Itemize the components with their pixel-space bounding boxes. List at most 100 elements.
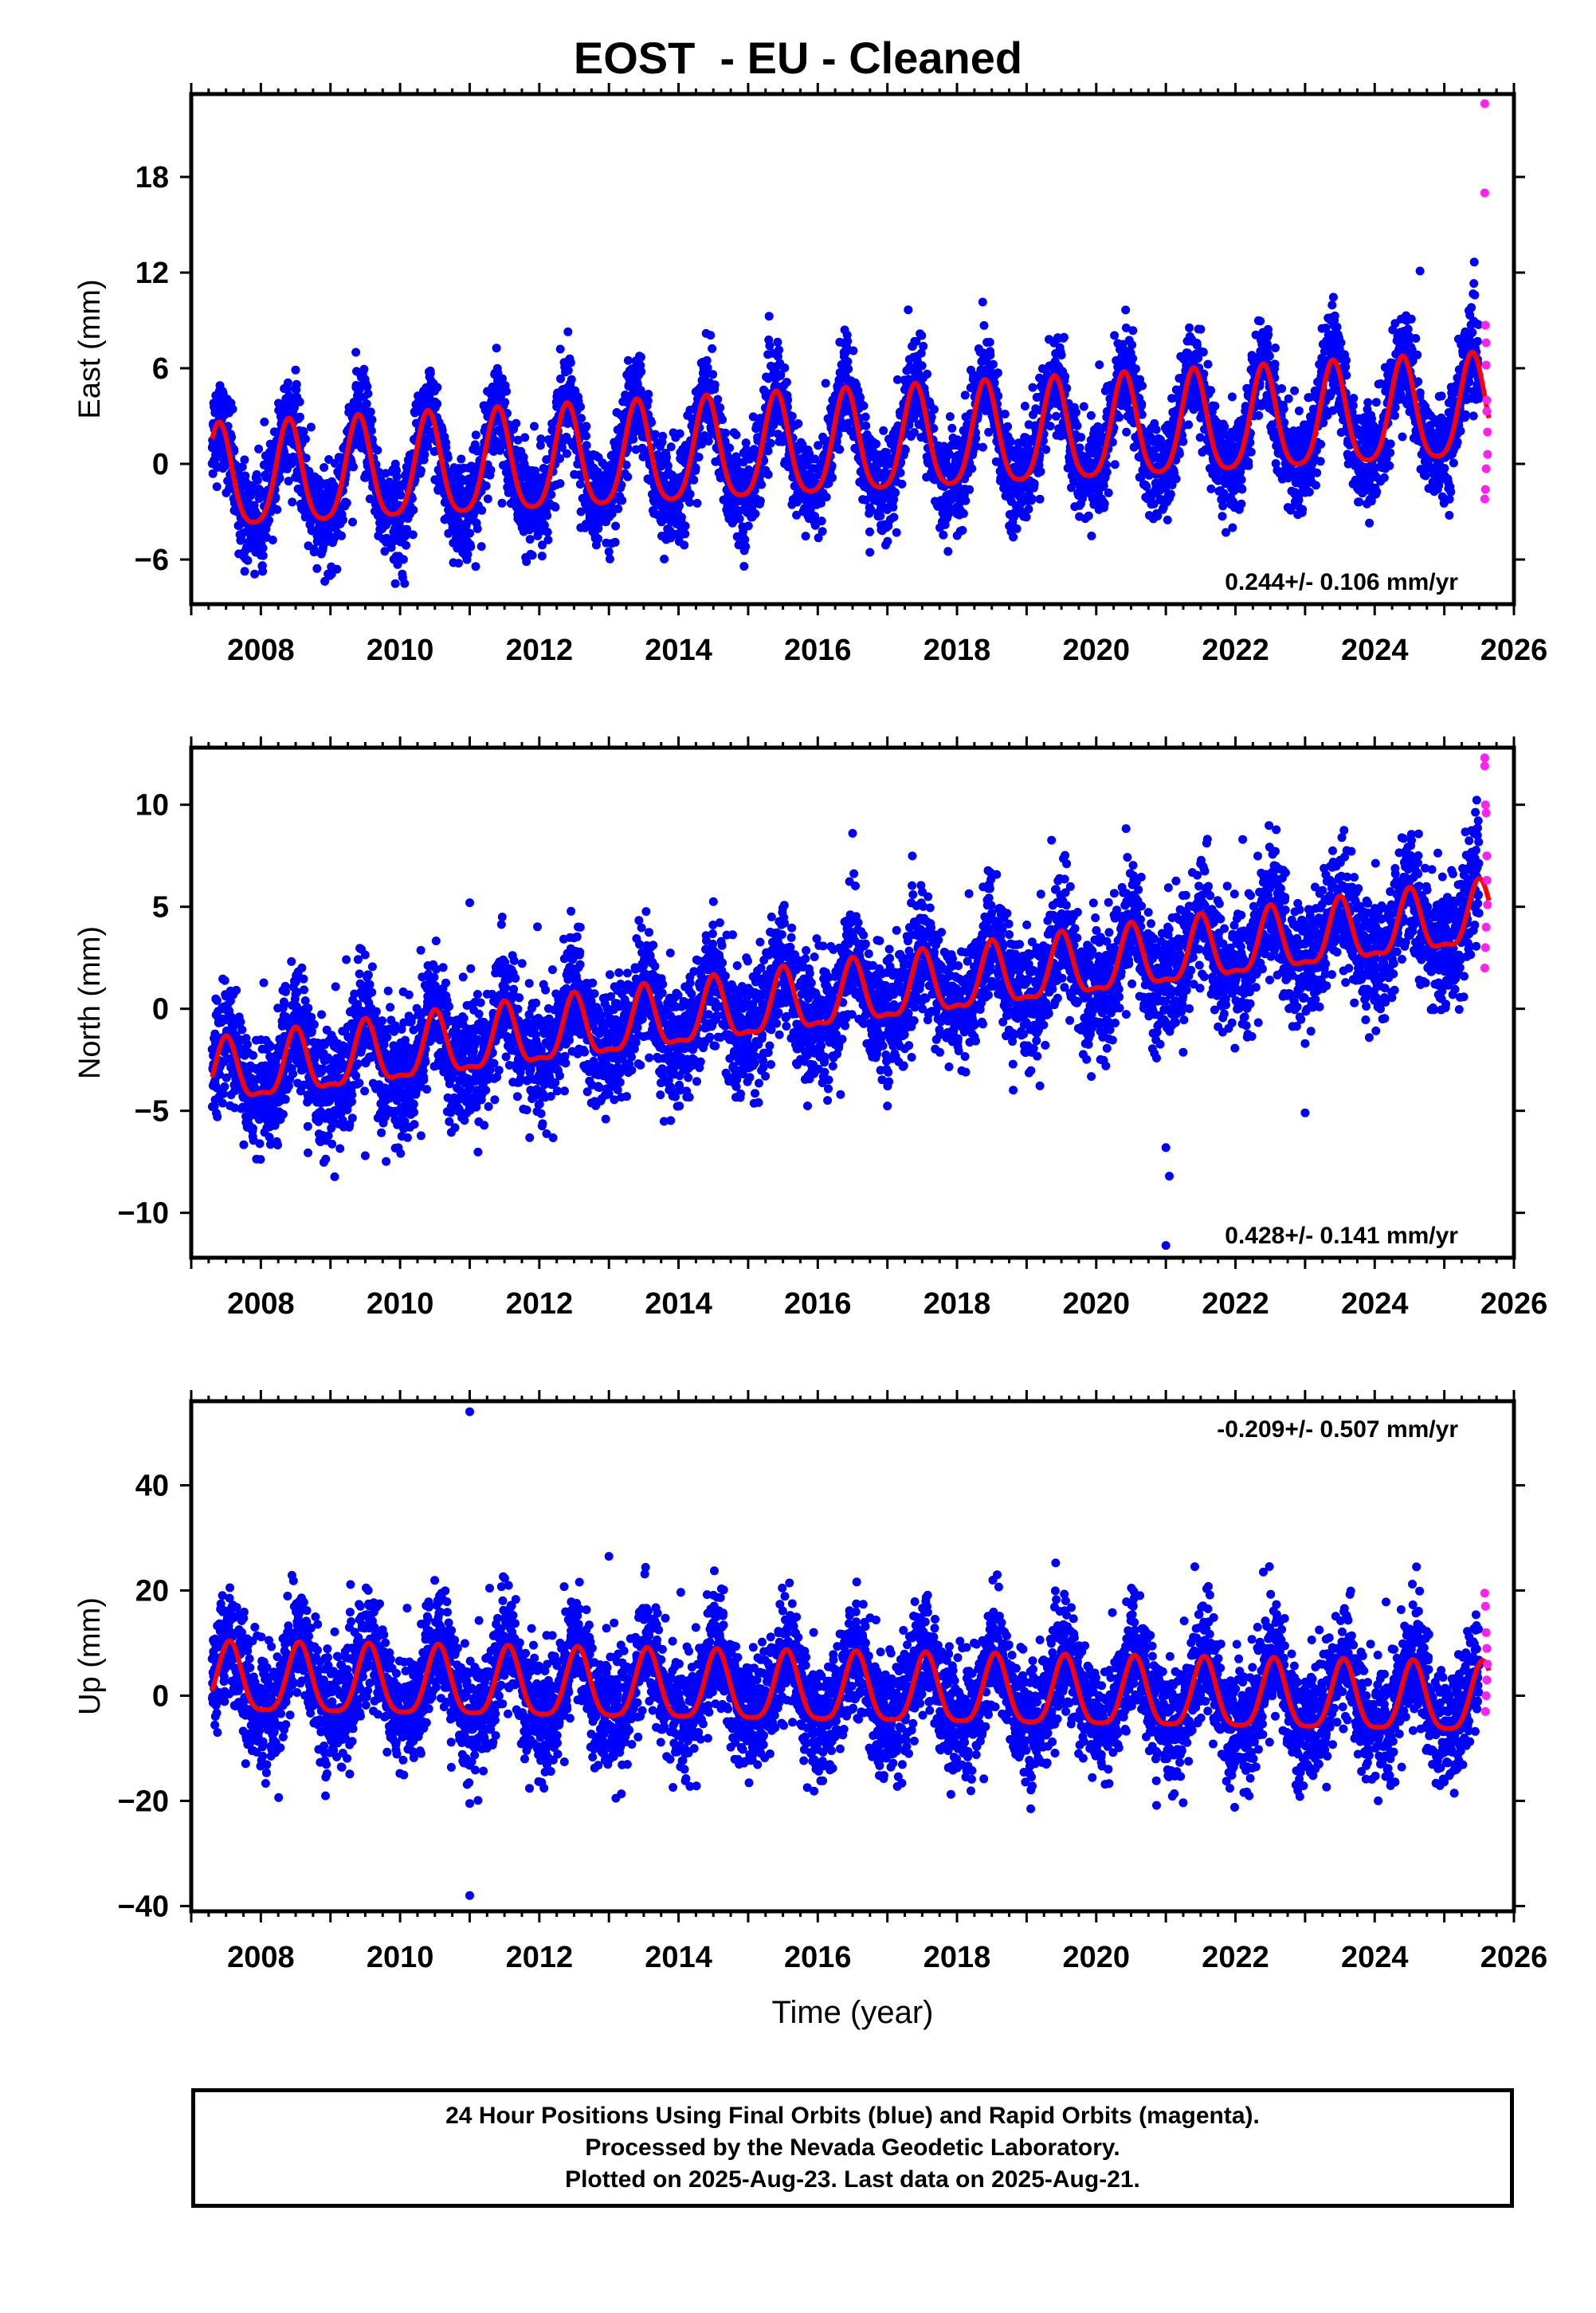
data-point	[865, 548, 875, 557]
data-point	[1166, 489, 1175, 499]
data-point	[228, 404, 237, 414]
data-point	[704, 437, 713, 446]
data-point	[787, 411, 797, 421]
data-point	[917, 361, 927, 371]
data-point	[481, 481, 491, 491]
data-point	[1024, 505, 1033, 514]
data-point	[332, 564, 342, 574]
data-point	[650, 430, 660, 439]
data-point	[320, 463, 329, 472]
data-point	[555, 454, 564, 463]
data-point	[945, 412, 955, 422]
data-point	[454, 559, 463, 568]
data-point	[835, 445, 845, 454]
data-point	[408, 530, 418, 540]
data-point	[1198, 348, 1208, 357]
data-point	[260, 417, 269, 426]
data-point	[402, 540, 410, 550]
data-point	[611, 521, 621, 531]
data-point	[1072, 407, 1080, 417]
data-point	[271, 493, 280, 502]
data-point	[243, 556, 253, 565]
data-point	[1237, 485, 1247, 494]
data-point	[861, 421, 871, 430]
data-point	[486, 465, 496, 475]
data-point	[471, 430, 480, 440]
data-point	[543, 535, 553, 544]
data-point	[718, 415, 727, 424]
data-point	[536, 434, 546, 444]
data-point	[763, 446, 773, 456]
data-point	[658, 431, 668, 441]
data-point	[208, 469, 218, 478]
data-point	[1206, 484, 1216, 493]
data-point	[240, 455, 249, 465]
data-point	[566, 358, 575, 367]
data-point	[614, 504, 623, 513]
data-point	[567, 375, 576, 384]
data-point	[1128, 354, 1138, 363]
data-point	[527, 551, 537, 560]
data-point	[409, 505, 418, 515]
data-point	[1028, 383, 1037, 392]
data-point	[859, 401, 869, 410]
data-point	[692, 498, 702, 508]
data-point	[1035, 494, 1045, 504]
data-point	[1121, 305, 1131, 315]
data-point	[1203, 359, 1213, 369]
data-point	[339, 515, 347, 524]
data-point	[1028, 494, 1037, 504]
data-point	[240, 567, 249, 576]
data-point	[720, 428, 730, 438]
final-orbit-points	[207, 257, 1484, 588]
data-point	[675, 501, 684, 511]
data-point	[706, 331, 716, 340]
data-point	[1041, 445, 1051, 454]
data-point	[801, 532, 810, 541]
data-point	[577, 414, 586, 423]
data-point	[985, 337, 994, 347]
data-point	[563, 366, 573, 375]
data-point	[1237, 475, 1246, 485]
data-point	[843, 357, 853, 367]
data-point	[637, 367, 646, 376]
data-point	[466, 542, 476, 552]
data-point	[897, 479, 907, 489]
data-point	[337, 531, 347, 540]
data-point	[1000, 410, 1010, 418]
data-point	[295, 397, 304, 406]
data-point	[1045, 422, 1055, 431]
data-point	[1131, 364, 1140, 374]
data-point	[265, 516, 273, 525]
data-point	[1059, 332, 1069, 342]
data-point	[883, 536, 892, 546]
data-point	[291, 365, 300, 375]
data-point	[1220, 422, 1229, 431]
data-point	[351, 348, 361, 357]
data-point	[582, 441, 591, 450]
data-point	[562, 449, 571, 458]
data-point	[258, 567, 268, 576]
data-point	[773, 337, 782, 347]
data-point	[1072, 421, 1082, 430]
data-point	[822, 493, 831, 502]
data-point	[500, 398, 510, 407]
data-point	[821, 379, 830, 388]
data-point	[751, 509, 760, 519]
data-point	[296, 412, 304, 422]
data-point	[543, 511, 552, 520]
data-point	[254, 444, 264, 454]
data-point	[684, 497, 694, 507]
data-point	[618, 496, 627, 505]
data-point	[457, 454, 466, 464]
data-point	[986, 350, 995, 359]
data-point	[694, 453, 704, 461]
data-point	[958, 525, 967, 535]
data-point	[610, 537, 620, 547]
data-point	[680, 540, 689, 550]
data-point	[365, 494, 374, 504]
data-point	[306, 422, 316, 432]
data-point	[497, 498, 507, 508]
data-point	[1171, 474, 1181, 484]
